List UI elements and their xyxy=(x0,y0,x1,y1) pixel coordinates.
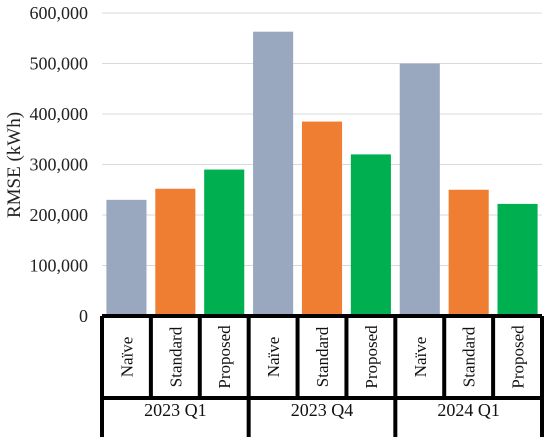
y-tick-label: 300,000 xyxy=(30,155,89,175)
y-axis-ticks: 0 100,000 200,000 300,000 400,000 500,000 600,… xyxy=(30,3,89,326)
bar xyxy=(448,189,489,316)
bar xyxy=(253,31,294,317)
bar xyxy=(350,154,391,316)
group-label: 2023 Q4 xyxy=(291,400,354,420)
bar xyxy=(106,199,147,316)
y-tick-label: 0 xyxy=(79,306,88,326)
bar xyxy=(301,121,343,316)
y-tick-label: 600,000 xyxy=(30,3,89,23)
category-label: Proposed xyxy=(509,325,528,389)
y-tick-label: 200,000 xyxy=(30,205,89,225)
category-label: Standard xyxy=(460,326,479,387)
category-label: Naïve xyxy=(411,337,430,378)
group-label: 2023 Q1 xyxy=(144,400,207,420)
category-label: Naïve xyxy=(264,337,283,378)
y-tick-label: 400,000 xyxy=(30,104,89,124)
y-tick-label: 500,000 xyxy=(30,54,89,74)
group-label: 2024 Q1 xyxy=(437,400,500,420)
category-label: Proposed xyxy=(215,325,234,389)
category-axis xyxy=(100,314,544,437)
category-label: Standard xyxy=(313,326,332,387)
category-label: Standard xyxy=(166,326,185,387)
y-axis-label: RMSE (kWh) xyxy=(4,112,25,218)
group-labels: 2023 Q1 2023 Q4 2024 Q1 xyxy=(144,400,500,420)
bar xyxy=(155,188,196,316)
bars xyxy=(106,31,538,317)
bar xyxy=(399,63,440,316)
category-label: Naïve xyxy=(117,337,136,378)
bar xyxy=(204,169,245,316)
category-labels: Naïve Standard Proposed Naïve Standard Propos… xyxy=(117,325,527,389)
y-tick-label: 100,000 xyxy=(30,256,89,276)
bar xyxy=(497,203,538,316)
category-label: Proposed xyxy=(362,325,381,389)
